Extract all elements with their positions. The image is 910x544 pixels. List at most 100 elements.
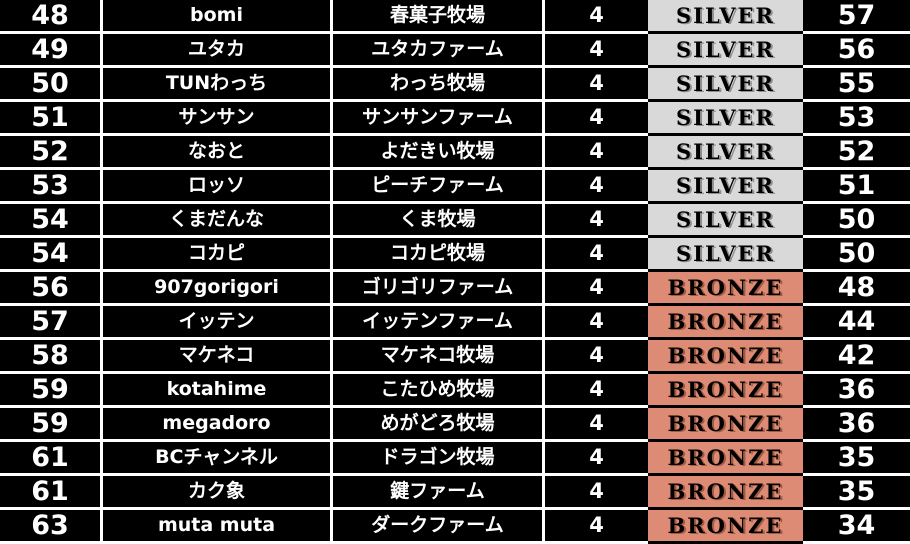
player-name-cell: サンサン — [103, 102, 333, 136]
table-row: 48 bomi 春菓子牧場 4 SILVER 57 — [0, 0, 910, 34]
score-cell: 35 — [803, 442, 910, 476]
tier-badge: BRONZE — [648, 408, 803, 442]
table-row: 53 ロッソ ピーチファーム 4 SILVER 51 — [0, 170, 910, 204]
count-cell: 4 — [545, 476, 648, 510]
table-row: 52 なおと よだきい牧場 4 SILVER 52 — [0, 136, 910, 170]
tier-badge: SILVER — [648, 170, 803, 204]
score-cell: 48 — [803, 272, 910, 306]
count-cell: 4 — [545, 408, 648, 442]
farm-name-cell: よだきい牧場 — [333, 136, 545, 170]
table-row: 49 ユタカ ユタカファーム 4 SILVER 56 — [0, 34, 910, 68]
table-row: 57 イッテン イッテンファーム 4 BRONZE 44 — [0, 306, 910, 340]
score-cell: 56 — [803, 34, 910, 68]
player-name-cell: コカピ — [103, 238, 333, 272]
score-cell: 34 — [803, 510, 910, 544]
count-cell: 4 — [545, 34, 648, 68]
count-cell: 4 — [545, 136, 648, 170]
player-name-cell: マケネコ — [103, 340, 333, 374]
player-name-cell: カク象 — [103, 476, 333, 510]
player-name-cell: BCチャンネル — [103, 442, 333, 476]
table-row: 54 くまだんな くま牧場 4 SILVER 50 — [0, 204, 910, 238]
count-cell: 4 — [545, 374, 648, 408]
table-row: 54 コカピ コカピ牧場 4 SILVER 50 — [0, 238, 910, 272]
rank-cell: 52 — [0, 136, 103, 170]
tier-badge: BRONZE — [648, 442, 803, 476]
table-row: 56 907gorigori ゴリゴリファーム 4 BRONZE 48 — [0, 272, 910, 306]
table-row: 59 megadoro めがどろ牧場 4 BRONZE 36 — [0, 408, 910, 442]
rank-cell: 54 — [0, 238, 103, 272]
player-name-cell: イッテン — [103, 306, 333, 340]
player-name-cell: kotahime — [103, 374, 333, 408]
farm-name-cell: ドラゴン牧場 — [333, 442, 545, 476]
count-cell: 4 — [545, 238, 648, 272]
rank-cell: 53 — [0, 170, 103, 204]
count-cell: 4 — [545, 204, 648, 238]
rank-cell: 48 — [0, 0, 103, 34]
player-name-cell: TUNわっち — [103, 68, 333, 102]
rank-cell: 59 — [0, 408, 103, 442]
rank-cell: 61 — [0, 442, 103, 476]
farm-name-cell: くま牧場 — [333, 204, 545, 238]
tier-badge: BRONZE — [648, 340, 803, 374]
tier-badge: SILVER — [648, 238, 803, 272]
tier-badge: BRONZE — [648, 272, 803, 306]
farm-name-cell: 鍵ファーム — [333, 476, 545, 510]
rank-cell: 50 — [0, 68, 103, 102]
rank-cell: 51 — [0, 102, 103, 136]
count-cell: 4 — [545, 510, 648, 544]
count-cell: 4 — [545, 170, 648, 204]
score-cell: 50 — [803, 238, 910, 272]
rank-cell: 63 — [0, 510, 103, 544]
tier-badge: SILVER — [648, 68, 803, 102]
count-cell: 4 — [545, 102, 648, 136]
farm-name-cell: マケネコ牧場 — [333, 340, 545, 374]
score-cell: 53 — [803, 102, 910, 136]
table-row: 61 カク象 鍵ファーム 4 BRONZE 35 — [0, 476, 910, 510]
count-cell: 4 — [545, 306, 648, 340]
farm-name-cell: サンサンファーム — [333, 102, 545, 136]
farm-name-cell: イッテンファーム — [333, 306, 545, 340]
tier-badge: SILVER — [648, 204, 803, 238]
farm-name-cell: ピーチファーム — [333, 170, 545, 204]
rank-cell: 57 — [0, 306, 103, 340]
farm-name-cell: ユタカファーム — [333, 34, 545, 68]
tier-badge: BRONZE — [648, 510, 803, 544]
score-cell: 51 — [803, 170, 910, 204]
score-cell: 42 — [803, 340, 910, 374]
tier-badge: BRONZE — [648, 306, 803, 340]
score-cell: 55 — [803, 68, 910, 102]
player-name-cell: muta muta — [103, 510, 333, 544]
rank-cell: 49 — [0, 34, 103, 68]
count-cell: 4 — [545, 340, 648, 374]
rank-cell: 56 — [0, 272, 103, 306]
player-name-cell: くまだんな — [103, 204, 333, 238]
player-name-cell: ロッソ — [103, 170, 333, 204]
rank-cell: 61 — [0, 476, 103, 510]
score-cell: 52 — [803, 136, 910, 170]
tier-badge: SILVER — [648, 34, 803, 68]
score-cell: 44 — [803, 306, 910, 340]
rank-cell: 58 — [0, 340, 103, 374]
player-name-cell: bomi — [103, 0, 333, 34]
table-row: 59 kotahime こたひめ牧場 4 BRONZE 36 — [0, 374, 910, 408]
player-name-cell: ユタカ — [103, 34, 333, 68]
count-cell: 4 — [545, 68, 648, 102]
farm-name-cell: こたひめ牧場 — [333, 374, 545, 408]
score-cell: 35 — [803, 476, 910, 510]
tier-badge: SILVER — [648, 136, 803, 170]
tier-badge: SILVER — [648, 0, 803, 34]
tier-badge: BRONZE — [648, 476, 803, 510]
rank-cell: 54 — [0, 204, 103, 238]
score-cell: 50 — [803, 204, 910, 238]
table-row: 50 TUNわっち わっち牧場 4 SILVER 55 — [0, 68, 910, 102]
tier-badge: BRONZE — [648, 374, 803, 408]
player-name-cell: なおと — [103, 136, 333, 170]
count-cell: 4 — [545, 272, 648, 306]
table-row: 51 サンサン サンサンファーム 4 SILVER 53 — [0, 102, 910, 136]
farm-name-cell: コカピ牧場 — [333, 238, 545, 272]
player-name-cell: 907gorigori — [103, 272, 333, 306]
table-row: 61 BCチャンネル ドラゴン牧場 4 BRONZE 35 — [0, 442, 910, 476]
count-cell: 4 — [545, 442, 648, 476]
tier-badge: SILVER — [648, 102, 803, 136]
